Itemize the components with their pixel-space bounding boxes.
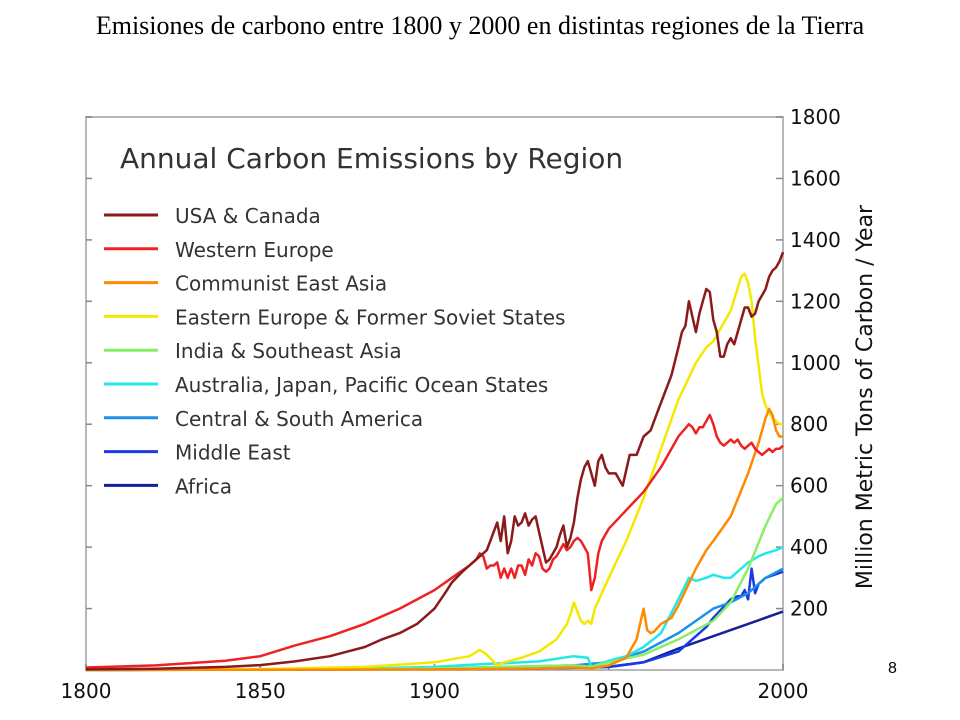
legend-item: Central & South America <box>104 407 423 431</box>
legend-label: Australia, Japan, Pacific Ocean States <box>175 373 548 397</box>
plot-area <box>85 116 784 671</box>
series-line-middle-east <box>85 567 784 672</box>
legend-label: Western Europe <box>175 238 334 262</box>
series-line-communist-east-asia <box>85 407 783 672</box>
legend-label: Communist East Asia <box>175 272 387 296</box>
x-tick-label: 1900 <box>409 679 460 703</box>
legend-label: Middle East <box>175 441 291 465</box>
legend-item: Middle East <box>104 441 291 465</box>
y-tick-labels: 200 400 600 800 1000 1200 1400 1600 1800 <box>790 105 841 621</box>
legend-label: USA & Canada <box>175 204 321 228</box>
y-tick-label: 1000 <box>790 351 841 375</box>
x-tick-label: 1950 <box>583 679 634 703</box>
legend-item: Eastern Europe & Former Soviet States <box>104 305 565 329</box>
legend-item: Communist East Asia <box>104 272 387 296</box>
y-axis-label: Million Metric Tons of Carbon / Year <box>853 204 878 589</box>
y-tick-label: 1400 <box>790 228 841 252</box>
y-tick-label: 200 <box>790 597 828 621</box>
x-tick-label: 1850 <box>235 679 286 703</box>
series-line-australia-japan-pacific-ocean-states <box>85 545 784 672</box>
legend-label: Africa <box>175 474 232 498</box>
legend-item: Western Europe <box>104 238 334 262</box>
legend-label: Central & South America <box>175 407 423 431</box>
legend: USA & Canada Western Europe Communist East… <box>104 204 565 498</box>
slide-title: Emisiones de carbono entre 1800 y 2000 e… <box>95 11 865 40</box>
series-line-eastern-europe-former-soviet-states <box>85 272 783 671</box>
legend-label: Eastern Europe & Former Soviet States <box>175 305 565 329</box>
y-tick-label: 1200 <box>790 289 841 313</box>
x-tick-label: 2000 <box>758 679 809 703</box>
y-tick-label: 400 <box>790 535 828 559</box>
series-line-western-europe <box>85 413 784 669</box>
series-line-usa-canada <box>85 251 785 671</box>
y-tick-label: 1800 <box>790 105 841 129</box>
y-tick-label: 1600 <box>790 166 841 190</box>
series-lines <box>85 251 785 672</box>
legend-item: India & Southeast Asia <box>104 339 402 363</box>
legend-item: Africa <box>104 474 232 498</box>
series-line-india-southeast-asia <box>85 497 784 672</box>
legend-item: Australia, Japan, Pacific Ocean States <box>104 373 548 397</box>
x-tick-label: 1800 <box>61 679 112 703</box>
y-tick-label: 600 <box>790 474 828 498</box>
x-tick-labels: 1800 1850 1900 1950 2000 <box>61 679 809 703</box>
page-number: 8 <box>888 660 897 677</box>
y-tick-label: 800 <box>790 412 828 436</box>
chart-title: Annual Carbon Emissions by Region <box>120 142 623 175</box>
legend-item: USA & Canada <box>104 204 321 228</box>
legend-label: India & Southeast Asia <box>175 339 402 363</box>
